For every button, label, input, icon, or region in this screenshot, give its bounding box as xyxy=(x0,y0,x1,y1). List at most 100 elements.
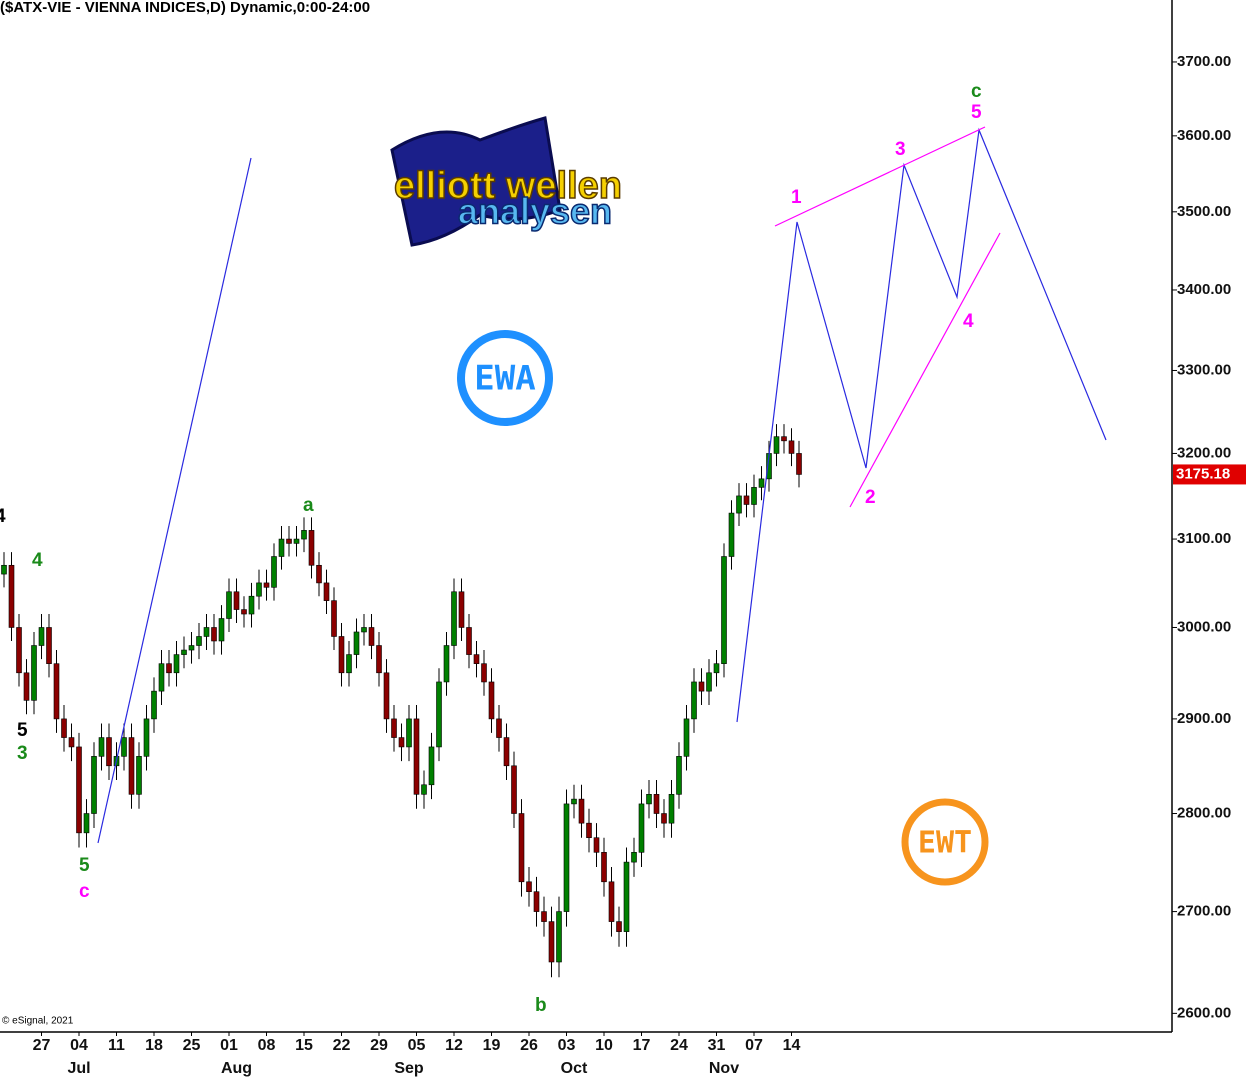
candle-body xyxy=(68,737,75,748)
candle-body xyxy=(736,495,742,514)
y-tick-label: 3200.00 xyxy=(1177,444,1231,461)
candle-body xyxy=(16,627,22,674)
candle-body xyxy=(526,881,532,892)
candle-body xyxy=(98,737,105,757)
y-tick-label: 2800.00 xyxy=(1177,804,1231,821)
wave-label: 5 xyxy=(79,855,90,876)
candle-body xyxy=(181,649,187,655)
candle-body xyxy=(398,737,405,748)
candle-body xyxy=(121,737,127,757)
candle-body xyxy=(758,478,765,488)
badge: EWT xyxy=(901,798,989,886)
y-tick-label: 2700.00 xyxy=(1177,903,1231,920)
candle-body xyxy=(38,627,45,646)
candle-body xyxy=(788,440,795,454)
wave-label: 1 xyxy=(791,187,802,208)
candle-body xyxy=(571,798,577,805)
candle-body xyxy=(743,495,750,505)
candle-body xyxy=(248,595,255,615)
candle-body xyxy=(698,681,705,692)
candle-body xyxy=(233,591,240,610)
x-tick-label: 12 xyxy=(445,1037,463,1054)
badge-ring xyxy=(901,798,989,886)
candle-body xyxy=(158,663,165,692)
candle-body xyxy=(458,591,465,628)
candle-body xyxy=(676,756,682,795)
wave-label: c xyxy=(79,881,90,902)
candle-body xyxy=(451,591,457,646)
candle-body xyxy=(556,911,562,963)
candle-body xyxy=(668,794,675,824)
candle-body xyxy=(308,530,315,566)
x-tick-label: 03 xyxy=(558,1037,576,1054)
candle-body xyxy=(466,627,472,655)
wave-label: 5 xyxy=(17,720,28,741)
candle-body xyxy=(781,436,787,442)
candle-body xyxy=(136,756,142,795)
candle-body xyxy=(728,512,735,557)
x-tick-label: 26 xyxy=(520,1037,538,1054)
y-tick-label: 3000.00 xyxy=(1177,618,1231,635)
candle-body xyxy=(203,627,210,637)
wave-label: 3 xyxy=(895,139,906,160)
candle-body xyxy=(376,645,382,674)
badge-text: EWA xyxy=(474,359,535,399)
candle-body xyxy=(323,582,330,601)
candle-body xyxy=(691,681,697,720)
candle-body xyxy=(616,921,622,932)
candle-body xyxy=(61,718,67,738)
candle-body xyxy=(31,645,37,701)
candle-body xyxy=(241,609,247,615)
candle-body xyxy=(353,631,360,655)
candle-body xyxy=(53,663,60,720)
candle-body xyxy=(226,591,232,619)
wave-label: 4 xyxy=(32,550,43,571)
x-tick-label: 25 xyxy=(183,1037,201,1054)
candle-body xyxy=(721,556,727,664)
x-tick-label: 04 xyxy=(70,1037,88,1054)
brand-text: elliott wellen xyxy=(394,165,622,207)
channel-line xyxy=(849,232,1001,508)
candle-body xyxy=(481,663,487,683)
x-tick-label: 22 xyxy=(333,1037,351,1054)
badge: EWA xyxy=(457,330,553,426)
candles xyxy=(1,424,802,978)
candle-body xyxy=(76,746,82,834)
candle-body xyxy=(608,881,615,922)
candle-body xyxy=(661,813,667,824)
candle-body xyxy=(391,718,397,738)
candle-body xyxy=(218,618,225,642)
candle-body xyxy=(293,538,300,544)
y-tick-label: 2900.00 xyxy=(1177,710,1231,727)
candle-body xyxy=(541,911,547,922)
wave-label: 3 xyxy=(17,743,28,764)
channel-line xyxy=(774,126,986,227)
brand-text: analysen xyxy=(458,191,612,232)
candle-body xyxy=(623,861,630,932)
x-tick-label: 31 xyxy=(708,1037,726,1054)
wave-label: 4 xyxy=(0,506,6,527)
candle-body xyxy=(143,718,150,757)
x-tick-label: 08 xyxy=(258,1037,276,1054)
candle-body xyxy=(601,852,607,883)
candle-body xyxy=(278,538,285,557)
candle-body xyxy=(301,530,307,540)
x-tick-label: 27 xyxy=(33,1037,51,1054)
x-tick-label: 24 xyxy=(670,1037,688,1054)
badge-text: EWT xyxy=(918,826,972,861)
x-tick-label: 01 xyxy=(220,1037,238,1054)
candle-body xyxy=(638,803,645,853)
candle-body xyxy=(106,737,112,767)
candle-body xyxy=(91,756,97,814)
month-label: Jul xyxy=(67,1060,90,1077)
candle-body xyxy=(173,654,180,674)
wave-label: 4 xyxy=(963,311,974,332)
candle-body xyxy=(518,813,525,883)
candle-body xyxy=(646,794,652,805)
wave-label: c xyxy=(971,81,982,102)
y-tick-label: 3100.00 xyxy=(1177,530,1231,547)
flag xyxy=(390,116,562,247)
x-tick-label: 15 xyxy=(295,1037,313,1054)
x-tick-label: 14 xyxy=(783,1037,801,1054)
